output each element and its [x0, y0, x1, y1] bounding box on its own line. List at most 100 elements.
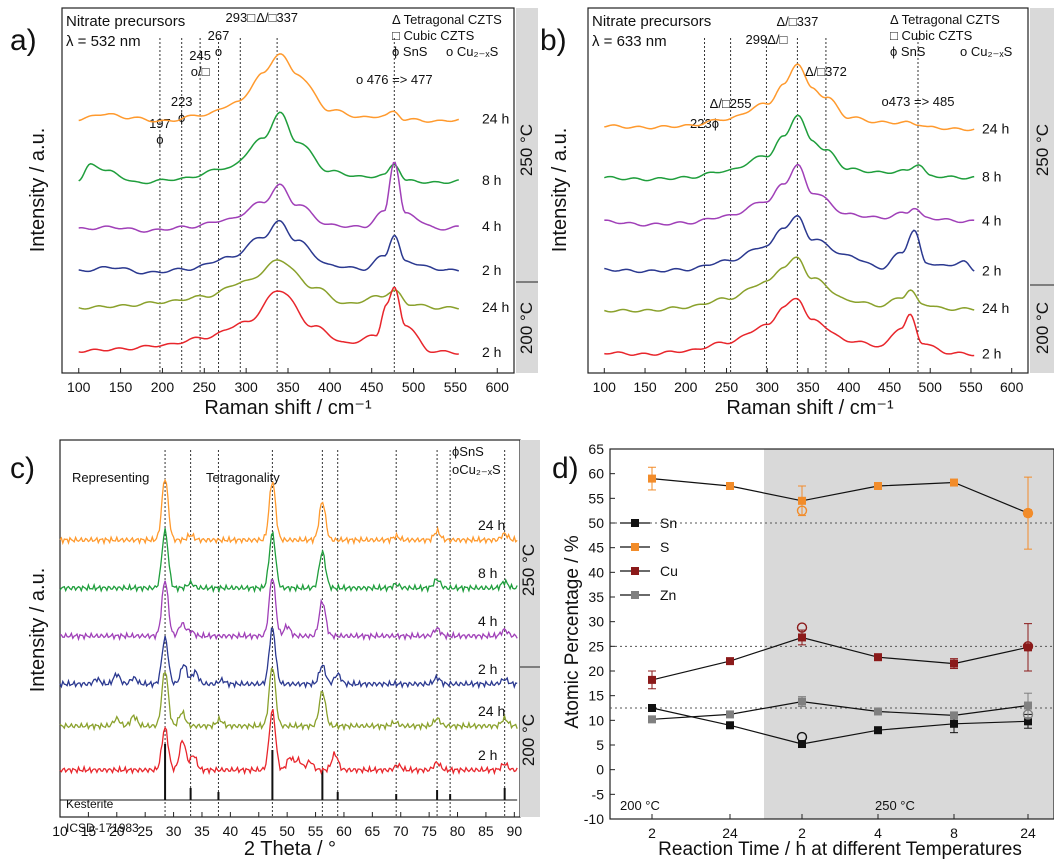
d-data-point — [798, 633, 806, 642]
d-open-marker — [1022, 641, 1034, 652]
a-peak-label: 267 — [208, 28, 230, 43]
a-peak-label: 197 — [149, 116, 171, 131]
c-pattern-line — [60, 578, 518, 642]
d-y-tick-label: 5 — [596, 737, 604, 753]
a-series-label: 24 h — [482, 111, 509, 127]
panel-c-series-labels: 24 h 8 h 4 h 2 h 24 h 2 h — [478, 517, 505, 763]
a-x-tick-label: 300 — [234, 379, 258, 395]
d-legend-marker — [631, 519, 639, 527]
c-x-tick-label: 70 — [393, 823, 409, 839]
panel-c-reference-id: ICSD-171983 — [66, 821, 139, 835]
panel-a-legend-cubic: □ Cubic CZTS — [392, 28, 475, 43]
panel-b-title-line1: Nitrate precursors — [592, 13, 711, 30]
panel-a-legend-sns: ϕ SnS — [392, 44, 428, 59]
a-peak-symbol: ϕ — [156, 132, 163, 147]
a-spectrum-line — [78, 111, 459, 185]
panel-d-label: d) — [552, 452, 579, 485]
d-legend-label: Sn — [660, 515, 677, 531]
a-peak-label: o 476 => 477 — [356, 72, 433, 87]
c-x-tick-label: 90 — [507, 823, 523, 839]
c-x-tick-label: 25 — [137, 823, 153, 839]
d-open-marker — [1022, 507, 1034, 519]
d-x-tick-label: 2 — [798, 825, 806, 841]
b-x-tick-label: 250 — [715, 379, 739, 395]
panel-c-legend-cu2s: oCu₂₋ₓS — [452, 462, 501, 477]
c-x-tick-label: 35 — [194, 823, 210, 839]
b-peak-label: o473 => 485 — [881, 94, 954, 109]
a-peak-symbol: ϕ — [178, 110, 185, 125]
d-y-tick-label: 15 — [588, 688, 604, 704]
d-data-point — [726, 482, 734, 490]
panel-d-250c-region — [764, 449, 1054, 819]
b-series-label: 2 h — [982, 345, 1001, 361]
d-data-point — [874, 726, 882, 735]
panel-a-series-labels: 24 h 8 h 4 h 2 h 24 h 2 h — [482, 111, 509, 360]
panel-d-x-axis: 2 24 2 4 8 24 — [648, 814, 1036, 841]
c-x-tick-label: 40 — [223, 823, 239, 839]
a-peak-symbol: o — [215, 44, 222, 59]
b-series-label: 24 h — [982, 300, 1009, 316]
d-data-point — [798, 496, 806, 505]
d-y-tick-label: 30 — [588, 614, 604, 630]
b-x-tick-label: 550 — [959, 379, 983, 395]
panel-c-reference-name: Kesterite — [66, 797, 114, 811]
panel-d-region-200: 200 °C — [620, 798, 660, 813]
c-x-tick-label: 80 — [450, 823, 466, 839]
d-legend-marker — [631, 543, 639, 551]
d-series-line — [651, 707, 1029, 745]
b-x-tick-label: 100 — [593, 379, 617, 395]
panel-d-region-250: 250 °C — [875, 798, 915, 813]
panel-a-temp-250: 250 °C — [517, 124, 536, 176]
b-x-tick-label: 300 — [756, 379, 780, 395]
d-data-point — [950, 719, 958, 728]
a-x-tick-label: 450 — [360, 379, 384, 395]
d-open-marker — [1022, 709, 1034, 720]
a-x-tick-label: 600 — [486, 379, 510, 395]
d-x-tick-label: 4 — [874, 825, 882, 841]
a-peak-label: Δ/□337 — [256, 10, 298, 25]
d-data-point — [648, 704, 656, 712]
c-series-label: 2 h — [478, 661, 497, 677]
panel-d-reference-lines — [610, 522, 1054, 709]
a-x-tick-label: 350 — [276, 379, 300, 395]
d-y-tick-label: 65 — [588, 441, 604, 457]
c-pattern-line — [59, 667, 518, 732]
b-series-label: 8 h — [982, 169, 1001, 185]
a-series-label: 2 h — [482, 262, 501, 278]
panel-a-title-line2: λ = 532 nm — [66, 33, 141, 50]
b-spectrum-line — [604, 163, 975, 227]
c-pattern-line — [59, 478, 518, 546]
d-data-point — [726, 721, 734, 730]
panel-c-xlabel: 2 Theta / ° — [244, 838, 336, 860]
d-data-point — [798, 697, 806, 706]
b-x-tick-label: 150 — [633, 379, 657, 395]
b-spectrum-line — [604, 297, 975, 357]
c-series-label: 4 h — [478, 613, 497, 629]
panel-b-legend-sns: ϕ SnS — [890, 44, 926, 59]
c-series-label: 2 h — [478, 747, 497, 763]
d-data-point — [726, 657, 734, 666]
panel-b-legend-cu2s: o Cu₂₋ₓS — [960, 44, 1013, 59]
b-peak-label: Δ/□372 — [805, 64, 847, 79]
b-x-tick-label: 500 — [919, 379, 943, 395]
a-x-tick-label: 250 — [193, 379, 217, 395]
d-y-tick-label: 60 — [588, 466, 604, 482]
d-y-tick-label: 40 — [588, 564, 604, 580]
panel-c: c) 250 °C 200 °C ϕSnS oCu₂₋ₓS Representi… — [10, 439, 540, 860]
panel-c-temp-250: 250 °C — [519, 544, 538, 596]
c-x-tick-label: 20 — [109, 823, 125, 839]
b-spectrum-line — [604, 63, 975, 132]
panel-c-temp-200: 200 °C — [519, 714, 538, 766]
b-spectrum-line — [604, 114, 975, 182]
d-series-line — [651, 700, 1029, 720]
a-spectrum-line — [78, 53, 460, 123]
panel-c-reference-lines — [60, 450, 518, 817]
panel-b-label: b) — [540, 24, 567, 57]
d-x-tick-label: 24 — [1020, 825, 1036, 841]
d-y-tick-label: 10 — [588, 712, 604, 728]
panel-b-legend-tetragonal: Δ Tetragonal CZTS — [890, 12, 1000, 27]
d-data-point — [1024, 717, 1032, 726]
c-x-tick-label: 60 — [336, 823, 352, 839]
